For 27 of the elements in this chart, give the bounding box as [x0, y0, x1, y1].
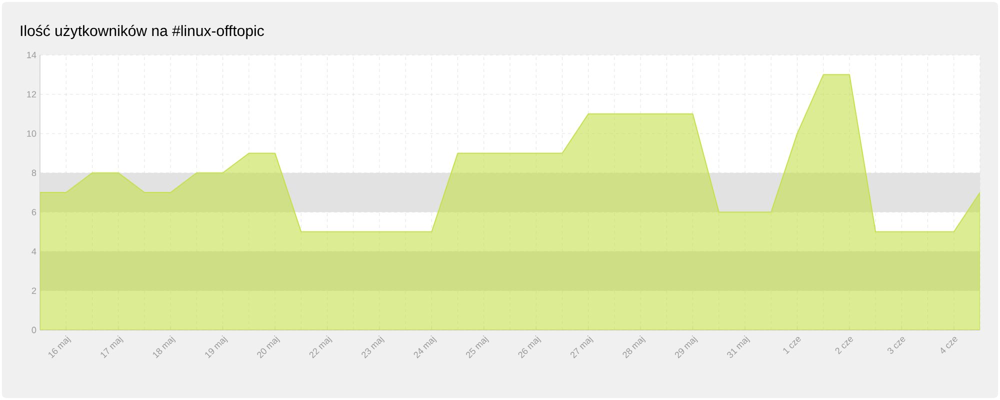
x-tick-label: 1 cze [783, 337, 801, 354]
y-tick-label: 0 [32, 326, 36, 334]
y-tick-label: 14 [27, 52, 36, 58]
x-tick-label: 2 cze [835, 337, 853, 354]
x-tick-label: 4 cze [940, 337, 958, 354]
x-tick-label: 19 maj [205, 335, 228, 358]
x-tick-label: 27 maj [570, 335, 594, 358]
y-tick-label: 12 [27, 91, 36, 98]
x-tick-label: 25 maj [466, 335, 489, 358]
x-tick-label: 23 maj [362, 335, 385, 358]
y-tick-label: 2 [32, 288, 36, 294]
x-tick-label: 28 maj [622, 335, 646, 358]
x-tick-label: 20 maj [257, 335, 280, 358]
x-tick-label: 26 maj [518, 335, 542, 358]
y-tick-label: 10 [27, 130, 36, 137]
x-tick-label: 29 maj [674, 335, 698, 358]
y-tick-label: 8 [32, 170, 36, 176]
x-tick-label: 22 maj [309, 335, 332, 358]
y-tick-label: 4 [32, 248, 36, 255]
x-tick-label: 3 cze [888, 337, 906, 354]
x-tick-label: 18 maj [153, 335, 176, 358]
x-tick-label: 31 maj [727, 335, 750, 358]
chart-title: Ilość użytkowników na #linux-offtopic [20, 24, 264, 40]
x-tick-label: 24 maj [414, 335, 437, 358]
x-tick-label: 17 maj [100, 335, 124, 358]
y-tick-label: 6 [32, 208, 36, 216]
x-tick-label: 16 maj [48, 335, 72, 358]
